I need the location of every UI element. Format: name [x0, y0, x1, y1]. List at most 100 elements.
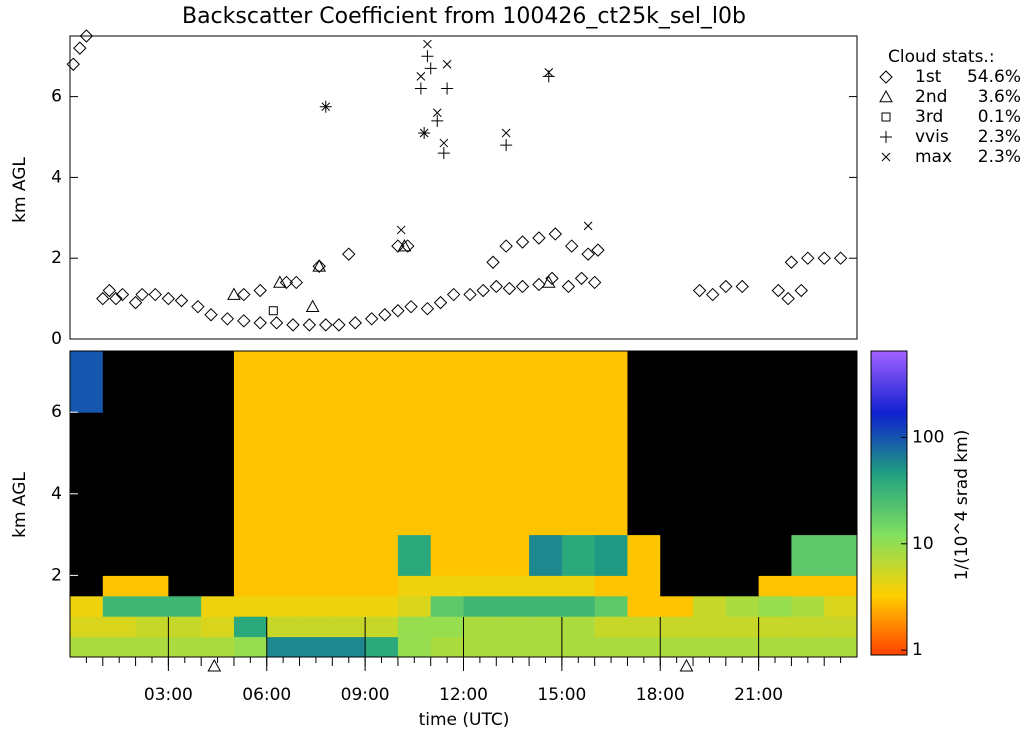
legend-name: 3rd [915, 107, 943, 127]
colorbar-step [871, 453, 907, 456]
colorbar-step [871, 511, 907, 514]
heatmap-cell [660, 412, 694, 474]
marker-diamond [548, 227, 563, 241]
heatmap-cell [824, 473, 858, 536]
marker-triangle [879, 89, 893, 103]
heatmap-cell [332, 473, 366, 536]
colorbar-step [871, 495, 907, 498]
marker-diamond [253, 316, 267, 330]
marker-diamond [115, 287, 130, 302]
heatmap-cell [397, 412, 432, 474]
marker-diamond [66, 57, 80, 71]
heatmap-cell [332, 595, 366, 617]
heatmap-cell [233, 534, 268, 576]
marker-diamond [302, 318, 317, 332]
heatmap-cell [397, 595, 432, 617]
heatmap-cell [266, 636, 301, 658]
heatmap-cell [233, 616, 268, 638]
heatmap-cell [168, 473, 202, 536]
heatmap-cell [824, 616, 858, 638]
heatmap-cell [594, 412, 628, 474]
heatmap-cell [758, 351, 792, 413]
colorbar-step [871, 613, 907, 616]
heatmap-cell [266, 351, 301, 413]
heatmap-cell [233, 351, 268, 413]
marker-diamond [378, 308, 392, 322]
heatmap-cell [627, 595, 661, 617]
heatmap-cell [70, 575, 104, 597]
colorbar-step [871, 633, 907, 636]
heatmap-cell [496, 616, 530, 638]
colorbar-step [871, 483, 907, 486]
x-tick-label: 09:00 [341, 685, 390, 705]
colorbar-step [871, 401, 907, 404]
marker-diamond [574, 271, 589, 286]
heatmap-cell [168, 636, 202, 658]
colorbar-step [871, 395, 907, 398]
marker-diamond [581, 247, 595, 261]
heatmap-cell [365, 616, 399, 638]
colorbar-step [871, 517, 907, 520]
heatmap-cell [496, 351, 530, 413]
heatmap-cell [758, 595, 792, 617]
marker-diamond [817, 251, 831, 265]
heatmap-cell [70, 636, 104, 658]
heatmap-cell [693, 575, 727, 597]
legend-stat: 2.3% [978, 127, 1021, 147]
colorbar-step [871, 489, 907, 492]
heatmap-cell [660, 575, 694, 597]
heatmap-cell [824, 351, 858, 413]
colorbar-step [871, 647, 907, 650]
colorbar-step [871, 487, 907, 490]
marker-diamond [102, 283, 117, 298]
colorbar-step [871, 531, 907, 534]
heatmap-cell [102, 412, 137, 474]
marker-diamond [565, 239, 579, 253]
colorbar-step [871, 379, 907, 382]
heatmap-cell [496, 636, 530, 658]
marker-diamond [706, 287, 720, 302]
legend-name: max [915, 147, 952, 167]
heatmap-cell [693, 616, 727, 638]
heatmap-cell [660, 616, 694, 638]
marker-diamond [719, 279, 733, 294]
colorbar-step [871, 459, 907, 462]
heatmap-cell [397, 636, 432, 658]
marker-triangle [273, 275, 287, 288]
heatmap-cell [594, 616, 628, 638]
colorbar-step [871, 465, 907, 468]
heatmap-cell [594, 351, 628, 413]
colorbar-label: 1/(10^4 srad km) [952, 430, 972, 581]
marker-diamond [735, 279, 749, 294]
marker-diamond [561, 279, 576, 294]
x-tick-label: 18:00 [636, 685, 685, 705]
marker-diamond [319, 318, 333, 332]
colorbar-step [871, 549, 907, 552]
heatmap-cell [201, 412, 235, 474]
marker-diamond [515, 279, 530, 294]
heatmap-cell [70, 616, 104, 638]
marker-cross [501, 128, 511, 138]
heatmap-cell [201, 575, 235, 597]
marker-diamond [446, 287, 461, 302]
heatmap-cell [496, 595, 530, 617]
heatmap-cell [529, 351, 563, 413]
colorbar-step [871, 469, 907, 472]
colorbar-step [871, 461, 907, 464]
heatmap-cell [365, 636, 399, 658]
marker-diamond [289, 275, 303, 290]
marker-diamond [269, 316, 284, 330]
heatmap-cell [627, 616, 661, 638]
colorbar-step [871, 399, 907, 402]
heatmap-cell [791, 351, 825, 413]
colorbar-step [871, 579, 907, 582]
heatmap-cell [299, 351, 333, 413]
heatmap-cell [332, 412, 366, 474]
colorbar-step [871, 419, 907, 422]
marker-diamond [237, 287, 251, 302]
colorbar-step [871, 365, 907, 368]
heatmap-cell [102, 595, 137, 617]
heatmap-cell [365, 351, 399, 413]
colorbar-step [871, 449, 907, 452]
legend-name: 1st [915, 67, 942, 87]
